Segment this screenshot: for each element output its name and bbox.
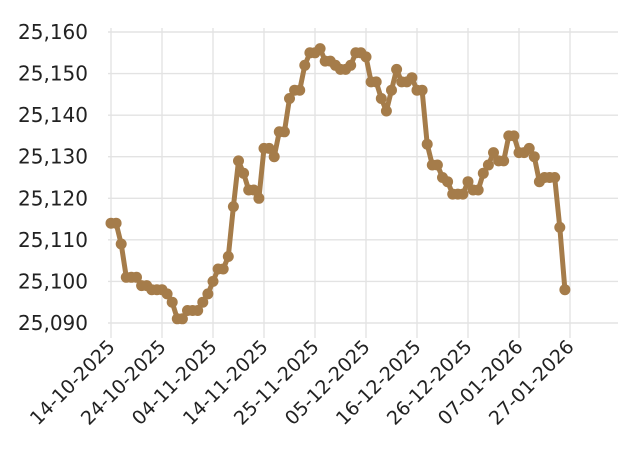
data-point <box>462 176 474 188</box>
y-tick-label: 25,160 <box>18 20 88 44</box>
data-point <box>202 288 214 300</box>
data-point <box>227 201 239 213</box>
data-point <box>299 59 311 71</box>
data-point <box>482 159 494 171</box>
data-point <box>197 296 209 308</box>
data-point <box>268 151 280 163</box>
data-point <box>391 63 403 75</box>
data-point <box>380 105 392 117</box>
y-tick-label: 25,090 <box>18 311 88 335</box>
y-tick-label: 25,120 <box>18 186 88 210</box>
data-point <box>360 51 372 63</box>
data-point <box>248 184 260 196</box>
data-point <box>217 263 229 275</box>
grid-lines <box>108 28 618 338</box>
data-point <box>166 296 178 308</box>
series-group <box>105 43 571 325</box>
data-point <box>222 251 234 262</box>
y-axis-tick-labels: 25,090 25,100 25,110 25,120 25,130 25,140 25,1… <box>18 20 88 335</box>
data-point <box>294 84 306 96</box>
data-point <box>528 151 540 163</box>
series-line <box>108 46 568 322</box>
data-point <box>472 184 484 196</box>
data-point <box>406 72 418 84</box>
data-point <box>559 284 571 296</box>
data-point <box>386 84 397 96</box>
y-tick-label: 25,130 <box>18 145 88 169</box>
data-point <box>431 159 443 171</box>
data-point <box>421 138 433 150</box>
data-point <box>498 155 510 167</box>
data-point <box>457 188 469 200</box>
data-point <box>508 130 520 142</box>
data-point <box>370 76 382 88</box>
data-point <box>110 217 122 229</box>
data-point <box>192 305 204 316</box>
data-point <box>263 142 275 154</box>
data-point <box>131 271 142 283</box>
data-point <box>477 167 489 179</box>
y-tick-label: 25,110 <box>18 228 88 252</box>
data-point <box>161 288 173 300</box>
data-point <box>284 93 295 104</box>
data-point <box>416 84 428 96</box>
data-point <box>375 93 387 104</box>
data-point <box>238 167 250 179</box>
data-point <box>253 192 265 204</box>
y-tick-label: 25,100 <box>18 269 88 293</box>
data-point <box>278 126 290 138</box>
y-tick-label: 25,140 <box>18 103 88 127</box>
data-point <box>176 313 188 325</box>
data-point <box>549 172 561 183</box>
y-tick-label: 25,150 <box>18 62 88 86</box>
data-point <box>554 221 566 233</box>
data-point <box>314 43 326 55</box>
data-point <box>345 59 357 71</box>
data-point <box>488 147 499 159</box>
data-point <box>115 238 127 250</box>
data-point <box>207 275 219 287</box>
data-point <box>233 155 244 167</box>
x-axis-tick-labels: 14-10-202524-10-202504-11-202514-11-2025… <box>26 336 579 430</box>
data-point <box>442 176 454 188</box>
data-point <box>523 142 535 154</box>
